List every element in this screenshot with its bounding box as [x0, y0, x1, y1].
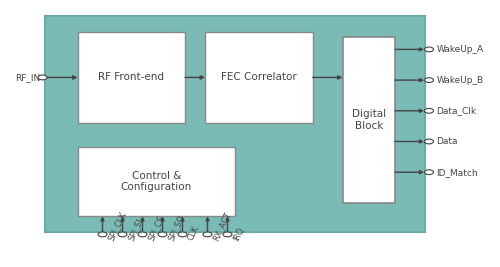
Text: Data: Data [436, 137, 458, 146]
Circle shape [424, 139, 434, 144]
Text: CLK: CLK [186, 225, 201, 242]
Circle shape [424, 78, 434, 83]
Text: RF Front-end: RF Front-end [98, 72, 164, 83]
Circle shape [203, 232, 212, 237]
Text: SPI_CLK: SPI_CLK [106, 210, 128, 242]
Circle shape [424, 170, 434, 175]
Bar [78, 32, 185, 123]
Text: Data_Clk: Data_Clk [436, 106, 476, 115]
Circle shape [38, 75, 47, 80]
Bar [45, 16, 425, 232]
Text: RF_IN: RF_IN [15, 73, 40, 82]
Bar [205, 32, 312, 123]
Text: Control &
Configuration: Control & Configuration [120, 171, 192, 192]
Circle shape [158, 232, 167, 237]
Circle shape [138, 232, 147, 237]
Bar [342, 37, 395, 203]
Circle shape [424, 47, 434, 52]
Text: FEC Correlator: FEC Correlator [221, 72, 296, 83]
Text: SPI_CS: SPI_CS [146, 214, 166, 242]
Circle shape [118, 232, 127, 237]
Bar [78, 147, 235, 216]
Text: RX_ACT: RX_ACT [212, 211, 233, 242]
Text: Digital
Block: Digital Block [352, 109, 386, 131]
Text: SPI_SI: SPI_SI [126, 217, 144, 242]
Text: WakeUp_A: WakeUp_A [436, 45, 484, 54]
Text: IRQ: IRQ [232, 226, 245, 242]
Text: WakeUp_B: WakeUp_B [436, 76, 484, 85]
Text: ID_Match: ID_Match [436, 168, 478, 177]
Circle shape [178, 232, 187, 237]
Circle shape [98, 232, 107, 237]
Circle shape [223, 232, 232, 237]
Text: SPI_SO: SPI_SO [166, 213, 186, 242]
Circle shape [424, 108, 434, 113]
